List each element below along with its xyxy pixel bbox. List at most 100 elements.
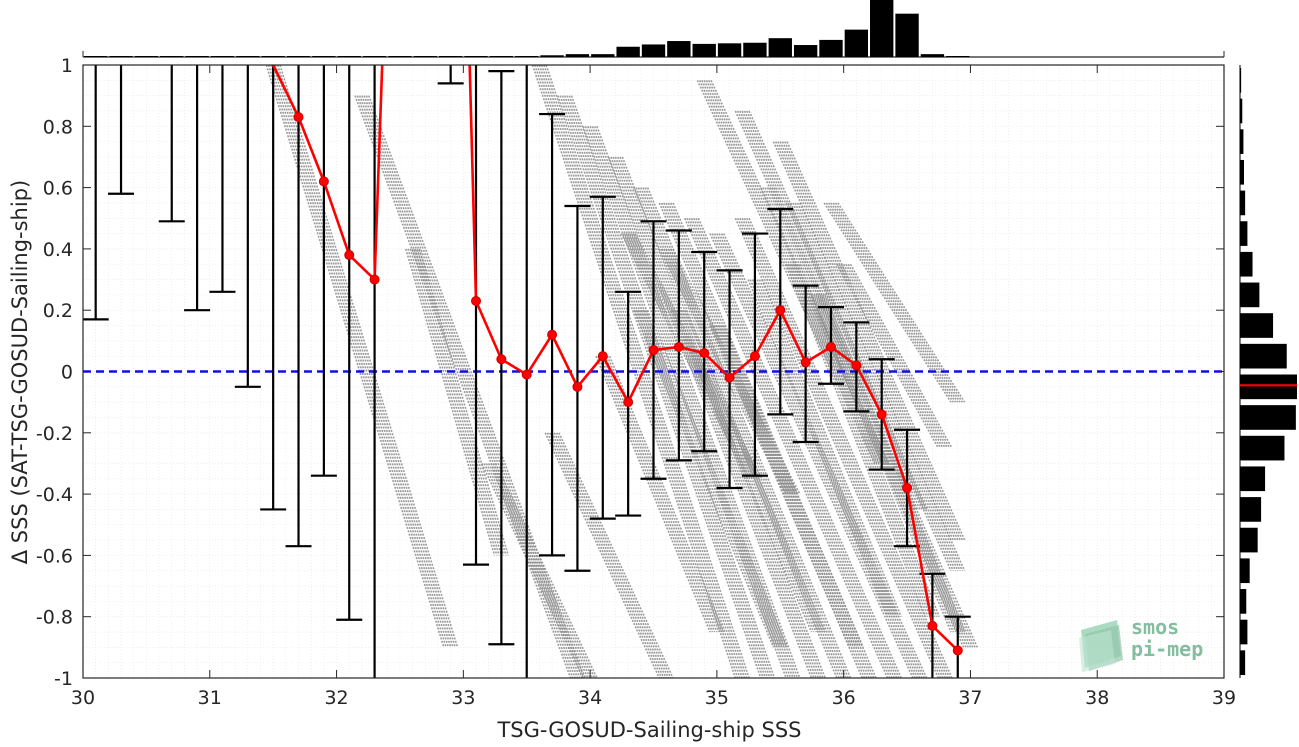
- scatter-streak: [494, 463, 598, 679]
- scatter-streak: [779, 141, 959, 541]
- x-tick-label: 32: [324, 687, 348, 709]
- top-hist-bar: [261, 56, 285, 57]
- scatter-streak: [637, 309, 779, 648]
- scatter-streak: [746, 110, 926, 510]
- scatter-streak: [842, 263, 946, 449]
- scatter-streak: [358, 95, 576, 679]
- scatter-streak: [356, 95, 574, 679]
- scatter-streak: [824, 294, 966, 633]
- scatter-streak: [487, 463, 591, 679]
- y-tick-label: -0.6: [36, 545, 73, 567]
- y-tick-label: -0.2: [36, 423, 73, 445]
- right-hist-bar: [1240, 159, 1244, 185]
- scatter-streak: [619, 156, 824, 679]
- scatter-streak: [837, 202, 966, 403]
- top-hist-bar: [844, 29, 869, 57]
- scatter-streak: [847, 263, 951, 449]
- scatter-streak: [620, 233, 749, 480]
- mean-point: [547, 329, 558, 340]
- scatter-streak: [754, 279, 896, 618]
- scatter-streak: [642, 309, 784, 648]
- scatter-streak: [633, 309, 775, 648]
- logo-text: smos pi-mep: [1131, 616, 1203, 660]
- binned-mean-line: [271, 64, 963, 656]
- top-hist-bar: [236, 56, 260, 57]
- mean-point: [699, 348, 710, 359]
- scatter-streak: [597, 355, 714, 633]
- scatter-streak: [361, 95, 579, 679]
- scatter-streak: [416, 248, 507, 556]
- scatter-streak: [557, 95, 762, 679]
- y-tick-label: 0.6: [43, 178, 73, 200]
- scatter-streak: [559, 95, 764, 679]
- scatter-streak: [667, 248, 796, 495]
- scatter-streak: [551, 432, 667, 679]
- right-hist-bar: [1240, 374, 1297, 400]
- scatter-streak: [555, 432, 672, 679]
- right-hist-bar: [1240, 466, 1266, 492]
- scatter-streak: [354, 95, 572, 679]
- mean-point: [496, 354, 507, 365]
- y-tick-label: -1: [54, 668, 73, 690]
- scatter-streak: [411, 248, 503, 556]
- mean-point: [749, 351, 760, 362]
- scatter-streak: [570, 95, 776, 679]
- scatter-streak: [796, 202, 964, 572]
- mean-point: [623, 397, 634, 408]
- scatter-streak: [823, 202, 952, 403]
- top-hist-bar: [793, 45, 818, 57]
- scatter-streak: [481, 463, 584, 679]
- right-hist-bar: [1240, 589, 1247, 614]
- scatter-streak: [614, 156, 820, 679]
- scatter-streak: [634, 233, 763, 480]
- scatter-streak: [786, 141, 966, 541]
- top-hist-bar: [84, 56, 108, 57]
- y-tick-label: 0: [61, 362, 73, 384]
- scatter-streak: [485, 463, 589, 679]
- scatter-streak: [819, 294, 961, 633]
- right-hist-bar: [1240, 343, 1287, 369]
- x-tick-label: 37: [958, 687, 982, 709]
- scatter-streak: [418, 248, 509, 556]
- top-hist-bar: [388, 56, 412, 57]
- mean-point: [800, 357, 811, 368]
- scatter-streak: [825, 202, 954, 403]
- logo-line-1: smos: [1131, 615, 1180, 639]
- y-tick-label: 0.8: [43, 116, 73, 138]
- x-tick-label: 31: [198, 687, 222, 709]
- mean-point: [471, 296, 482, 307]
- scatter-streak: [544, 432, 661, 679]
- scatter-streak: [492, 463, 596, 679]
- top-hist-bar: [489, 56, 514, 57]
- x-tick-label: 39: [1212, 687, 1236, 709]
- right-hist-bar: [1240, 497, 1262, 522]
- scatter-streak: [561, 95, 767, 679]
- top-hist-bar: [540, 55, 564, 57]
- scatter-streak: [696, 79, 876, 464]
- scatter-streak: [546, 432, 663, 679]
- x-tick-label: 38: [1085, 687, 1109, 709]
- right-hist-bar: [1240, 68, 1242, 93]
- scatter-streak: [830, 202, 959, 403]
- top-hist-bar: [565, 54, 590, 57]
- scatter-streak: [635, 309, 777, 648]
- scatter-streak: [787, 263, 929, 617]
- right-hist-bar: [1240, 435, 1285, 461]
- scatter-streak: [774, 141, 954, 541]
- y-axis-label: Δ SSS (SAT-TSG-GOSUD-Sailing-ship): [8, 179, 32, 565]
- scatter-streak: [815, 294, 957, 633]
- x-tick-label: 33: [451, 687, 475, 709]
- logo-line-2: pi-mep: [1131, 637, 1204, 661]
- mean-point: [825, 341, 836, 352]
- mean-point: [318, 176, 329, 187]
- mean-point: [369, 274, 380, 285]
- scatter-streak: [553, 432, 670, 679]
- scatter-streak: [836, 263, 939, 449]
- scatter-streak: [739, 110, 919, 510]
- scatter-streak: [747, 279, 889, 618]
- right-hist-bar: [1240, 405, 1296, 430]
- scatter-streak: [748, 110, 928, 510]
- scatter-streak: [792, 202, 959, 572]
- scatter-streak: [642, 187, 847, 679]
- tick-labels: 30 31 32 33 34 35 36 37 38 39 1 0.8 0.6 0.4 0.2 0 -0.2 -0…: [36, 55, 1236, 709]
